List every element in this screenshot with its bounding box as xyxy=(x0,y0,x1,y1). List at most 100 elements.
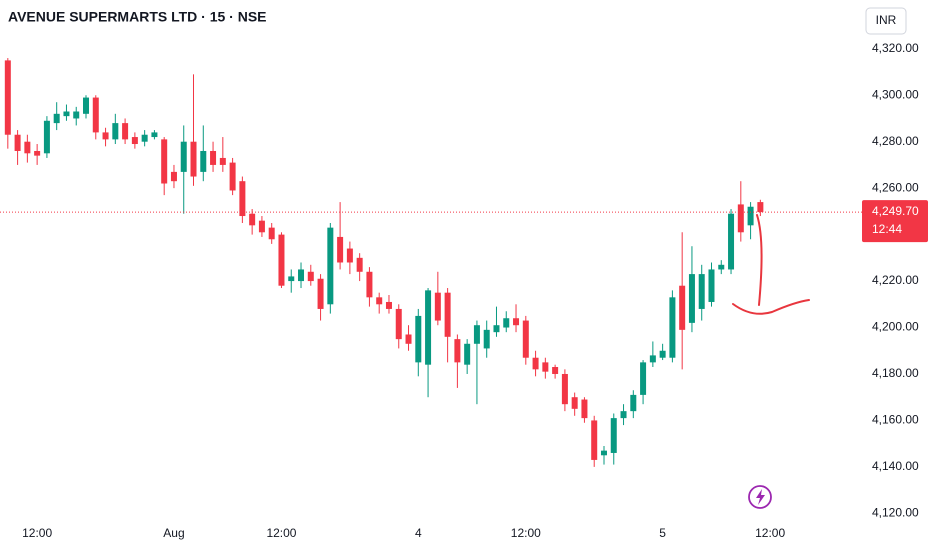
lightning-icon[interactable] xyxy=(748,485,772,509)
candle-body xyxy=(288,276,295,282)
candle-body xyxy=(737,204,744,233)
candle-body xyxy=(278,234,285,286)
candle-body xyxy=(258,220,265,233)
candle-body xyxy=(131,137,138,145)
candle-body xyxy=(102,132,109,140)
x-tick-label: 5 xyxy=(659,526,666,540)
y-tick-label: 4,180.00 xyxy=(872,366,919,380)
candle-body xyxy=(376,297,383,305)
candle-body xyxy=(503,318,510,328)
y-tick-label: 4,260.00 xyxy=(872,180,919,194)
candle-body xyxy=(405,334,412,344)
candle-body xyxy=(444,292,451,337)
candle-body xyxy=(317,278,324,309)
candle-body xyxy=(190,141,197,177)
candle-body xyxy=(561,373,568,405)
candle-body xyxy=(552,367,559,374)
candle-body xyxy=(669,297,676,358)
candle-body xyxy=(63,111,70,117)
candle-body xyxy=(513,318,520,326)
candle-body xyxy=(239,181,246,217)
annotation-drawing xyxy=(732,214,810,315)
icon-ring[interactable] xyxy=(748,485,772,509)
candle-body xyxy=(385,301,392,309)
candle-body xyxy=(522,320,529,358)
candle-body xyxy=(73,111,80,119)
candle-body xyxy=(4,60,11,135)
candle-body xyxy=(327,227,334,305)
candle-body xyxy=(620,411,627,419)
candle-body xyxy=(112,123,119,140)
candle-body xyxy=(688,274,695,323)
candle-body xyxy=(122,123,129,140)
countdown: 12:44 xyxy=(872,222,902,236)
y-tick-label: 4,300.00 xyxy=(872,87,919,101)
candle-body xyxy=(532,357,539,370)
candle-body xyxy=(757,202,764,213)
candle-body xyxy=(425,290,432,365)
candle-body xyxy=(34,150,41,156)
icon-bolt[interactable] xyxy=(756,489,765,505)
candle-body xyxy=(307,271,314,282)
y-tick-label: 4,140.00 xyxy=(872,459,919,473)
x-tick-label: 12:00 xyxy=(22,526,52,540)
candle-body xyxy=(229,162,236,191)
candle-body xyxy=(630,394,637,412)
candle-body xyxy=(718,264,725,270)
chart-title: AVENUE SUPERMARTS LTD · 15 · NSE xyxy=(8,9,267,25)
candle-body xyxy=(366,271,373,298)
candle-body xyxy=(170,171,177,182)
candle-body xyxy=(571,397,578,409)
x-tick-label: 12:00 xyxy=(755,526,785,540)
candle-body xyxy=(473,325,480,344)
x-tick-label: 12:00 xyxy=(266,526,296,540)
candle-body xyxy=(600,450,607,456)
candle-body xyxy=(92,97,99,133)
candle-body xyxy=(747,206,754,226)
candle-body xyxy=(698,274,705,309)
candle-body xyxy=(219,157,226,165)
candle-body xyxy=(640,362,647,395)
candle-body xyxy=(83,97,90,114)
candle-body xyxy=(337,236,344,263)
candle-body xyxy=(346,248,353,263)
y-tick-label: 4,320.00 xyxy=(872,41,919,55)
y-tick-label: 4,120.00 xyxy=(872,506,919,520)
candle-body xyxy=(708,269,715,302)
y-tick-label: 4,160.00 xyxy=(872,413,919,427)
candle-body xyxy=(581,399,588,419)
candle-body xyxy=(649,355,656,363)
candle-body xyxy=(464,343,471,365)
candle-body xyxy=(679,285,686,330)
candle-body xyxy=(728,213,735,270)
candle-body xyxy=(454,339,461,363)
candle-body xyxy=(434,292,441,321)
candle-body xyxy=(415,315,422,363)
candle-body xyxy=(483,329,490,349)
candle-body xyxy=(180,141,187,172)
x-tick-label: Aug xyxy=(163,526,184,540)
price-label: 4,249.70 xyxy=(872,204,919,218)
currency[interactable]: INR xyxy=(876,13,897,27)
y-tick-label: 4,200.00 xyxy=(872,320,919,334)
candle-body xyxy=(200,150,207,172)
candle-body xyxy=(298,269,305,282)
candle-body xyxy=(151,132,158,138)
candle-body xyxy=(610,418,617,453)
candle-body xyxy=(591,420,598,460)
y-tick-label: 4,280.00 xyxy=(872,134,919,148)
candle-body xyxy=(395,308,402,340)
y-tick-label: 4,220.00 xyxy=(872,273,919,287)
candle-body xyxy=(659,350,666,358)
candle-body xyxy=(268,227,275,240)
candle-body xyxy=(43,120,50,154)
candle-body xyxy=(53,113,60,124)
price-label-box xyxy=(862,200,928,243)
candle-body xyxy=(249,213,256,226)
candle-body xyxy=(542,362,549,372)
currency-box[interactable] xyxy=(865,7,907,35)
x-tick-label: 4 xyxy=(415,526,422,540)
candle-body xyxy=(493,325,500,333)
